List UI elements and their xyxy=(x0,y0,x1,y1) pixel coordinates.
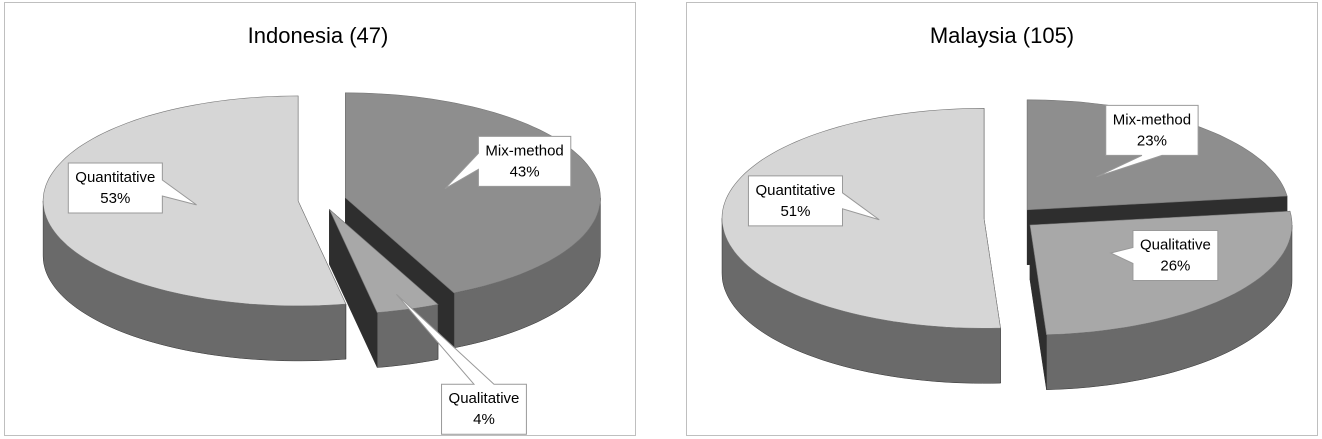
data-label: Quantitative 53% xyxy=(67,162,197,214)
label-value: 23% xyxy=(1137,132,1167,149)
label-value: 51% xyxy=(780,203,810,220)
label-value: 53% xyxy=(100,190,130,207)
label-value: 4% xyxy=(473,411,495,428)
label-category: Quantitative xyxy=(75,169,155,186)
label-value: 43% xyxy=(510,163,540,180)
data-label: Qualitative 4% xyxy=(396,293,527,435)
label-category: Qualitative xyxy=(1140,236,1211,253)
label-box xyxy=(1109,229,1219,281)
slice-side xyxy=(376,304,439,368)
label-category: Mix-method xyxy=(1113,111,1191,128)
label-box xyxy=(747,175,880,227)
data-labels: Mix-method 43% Qualitative 4% Quantitative 53… xyxy=(67,104,1219,435)
data-label: Mix-method 23% xyxy=(1096,104,1199,178)
chart-title: Malaysia (105) xyxy=(930,23,1074,48)
label-value: 26% xyxy=(1160,257,1190,274)
label-category: Mix-method xyxy=(485,142,563,159)
label-box xyxy=(1096,104,1199,178)
data-label: Qualitative 26% xyxy=(1109,229,1219,281)
pie-slice xyxy=(721,107,1001,329)
pie-slice xyxy=(329,209,439,313)
label-category: Quantitative xyxy=(755,182,835,199)
label-box xyxy=(67,162,197,214)
chart-title: Indonesia (47) xyxy=(248,23,389,48)
pie-slice xyxy=(42,95,347,307)
label-category: Qualitative xyxy=(449,390,520,407)
label-box xyxy=(396,293,527,435)
label-box xyxy=(444,135,572,190)
data-label: Mix-method 43% xyxy=(444,135,572,190)
data-label: Quantitative 51% xyxy=(747,175,880,227)
